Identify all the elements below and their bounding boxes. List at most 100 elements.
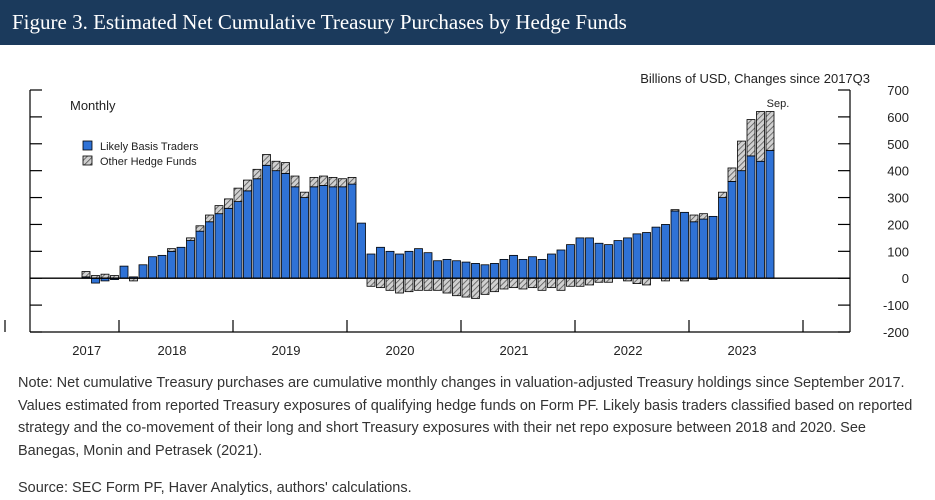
legend-label-basis: Likely Basis Traders bbox=[100, 141, 199, 153]
bar-basis-traders bbox=[300, 197, 309, 279]
bar-other-hedge-funds bbox=[461, 277, 471, 298]
bars bbox=[81, 111, 775, 299]
bar-other-hedge-funds bbox=[765, 111, 775, 151]
bar-basis-traders bbox=[319, 185, 328, 279]
bar-other-hedge-funds bbox=[376, 277, 385, 289]
bar-basis-traders bbox=[442, 258, 452, 279]
bar-other-hedge-funds bbox=[518, 277, 528, 290]
bar-basis-traders bbox=[471, 263, 480, 279]
bar-other-hedge-funds bbox=[737, 140, 746, 172]
bar-basis-traders bbox=[148, 256, 157, 279]
bar-basis-traders bbox=[499, 258, 509, 279]
bar-other-hedge-funds bbox=[300, 191, 309, 198]
bar-other-hedge-funds bbox=[252, 168, 262, 180]
bar-basis-traders bbox=[119, 265, 129, 279]
bar-other-hedge-funds bbox=[727, 167, 737, 182]
x-tick-label: 2019 bbox=[272, 343, 301, 358]
bar-other-hedge-funds bbox=[471, 277, 480, 299]
labels: Monthly Billions of USD, Changes since 20… bbox=[70, 71, 870, 113]
bar-other-hedge-funds bbox=[442, 277, 452, 294]
bar-other-hedge-funds bbox=[290, 175, 300, 188]
bar-basis-traders bbox=[718, 197, 727, 279]
bar-other-hedge-funds bbox=[205, 214, 214, 223]
bar-other-hedge-funds bbox=[537, 277, 547, 291]
bar-basis-traders bbox=[138, 264, 148, 279]
bar-other-hedge-funds bbox=[385, 277, 395, 291]
bar-other-hedge-funds bbox=[319, 175, 328, 186]
axes: 700 600 500 400 300 200 100 0 -100 -200 2017 2018 20… bbox=[4, 83, 909, 358]
bar-basis-traders bbox=[186, 240, 195, 279]
bar-basis-traders bbox=[480, 264, 490, 279]
plot-frame bbox=[29, 90, 851, 333]
bar-other-hedge-funds bbox=[347, 176, 357, 185]
bar-basis-traders bbox=[205, 221, 214, 279]
bar-other-hedge-funds bbox=[528, 277, 537, 289]
frequency-label: Monthly bbox=[70, 98, 116, 113]
bar-basis-traders bbox=[214, 213, 224, 279]
bar-basis-traders bbox=[243, 190, 252, 279]
y-tick-label: 200 bbox=[887, 217, 909, 232]
x-tick-label: 2021 bbox=[500, 343, 529, 358]
x-tick-label: 2020 bbox=[386, 343, 415, 358]
bar-other-hedge-funds bbox=[575, 277, 585, 287]
bar-basis-traders bbox=[575, 237, 585, 279]
bar-basis-traders bbox=[357, 222, 366, 279]
bar-other-hedge-funds bbox=[338, 178, 347, 188]
bar-basis-traders bbox=[661, 224, 670, 279]
bar-other-hedge-funds bbox=[271, 160, 281, 172]
bar-basis-traders bbox=[433, 260, 442, 279]
bar-basis-traders bbox=[395, 253, 404, 279]
x-tick-label: 2022 bbox=[614, 343, 643, 358]
bar-basis-traders bbox=[233, 201, 243, 279]
bar-basis-traders bbox=[490, 263, 499, 279]
bar-basis-traders bbox=[385, 250, 395, 279]
bar-basis-traders bbox=[613, 240, 623, 279]
bar-basis-traders bbox=[642, 232, 651, 279]
bar-other-hedge-funds bbox=[746, 119, 756, 157]
bar-basis-traders bbox=[585, 237, 594, 279]
bar-basis-traders bbox=[680, 211, 689, 279]
bar-other-hedge-funds bbox=[81, 271, 91, 278]
y-tick-label: -100 bbox=[883, 298, 909, 313]
unit-label: Billions of USD, Changes since 2017Q3 bbox=[640, 71, 870, 86]
bar-other-hedge-funds bbox=[262, 154, 271, 166]
bar-basis-traders bbox=[423, 252, 433, 279]
figure-title: Figure 3. Estimated Net Cumulative Treas… bbox=[12, 10, 627, 34]
x-tick-label: 2023 bbox=[728, 343, 757, 358]
bar-basis-traders bbox=[537, 258, 547, 279]
bar-other-hedge-funds bbox=[214, 205, 224, 215]
figure-title-bar: Figure 3. Estimated Net Cumulative Treas… bbox=[0, 0, 935, 45]
bar-basis-traders bbox=[91, 277, 100, 284]
bar-basis-traders bbox=[509, 254, 518, 279]
y-tick-label: 300 bbox=[887, 191, 909, 206]
bar-other-hedge-funds bbox=[233, 187, 243, 202]
bar-basis-traders bbox=[224, 207, 233, 279]
bar-basis-traders bbox=[281, 172, 290, 279]
x-tick-label: 2017 bbox=[72, 343, 101, 358]
bar-basis-traders bbox=[604, 244, 613, 279]
bar-basis-traders bbox=[252, 178, 262, 279]
bar-basis-traders bbox=[195, 230, 205, 279]
bar-basis-traders bbox=[452, 260, 461, 279]
y-tick-label: 500 bbox=[887, 137, 909, 152]
bar-basis-traders bbox=[528, 256, 537, 279]
bar-basis-traders bbox=[157, 254, 167, 279]
bar-other-hedge-funds bbox=[404, 277, 414, 293]
bar-basis-traders bbox=[699, 218, 708, 279]
bar-basis-traders bbox=[290, 186, 300, 279]
bar-basis-traders bbox=[176, 246, 186, 279]
bar-other-hedge-funds bbox=[452, 277, 461, 297]
bar-basis-traders bbox=[167, 250, 176, 279]
bar-basis-traders bbox=[737, 170, 746, 279]
x-tick-label: 2018 bbox=[158, 343, 187, 358]
y-tick-label: 700 bbox=[887, 83, 909, 98]
bar-basis-traders bbox=[262, 164, 271, 279]
legend-swatch-other bbox=[82, 155, 93, 166]
y-tick-label: 400 bbox=[887, 164, 909, 179]
bar-other-hedge-funds bbox=[699, 213, 708, 220]
bar-other-hedge-funds bbox=[186, 237, 195, 241]
bar-basis-traders bbox=[547, 253, 556, 279]
bar-other-hedge-funds bbox=[195, 225, 205, 232]
y-tick-label: 600 bbox=[887, 110, 909, 125]
bar-other-hedge-funds bbox=[281, 162, 290, 174]
